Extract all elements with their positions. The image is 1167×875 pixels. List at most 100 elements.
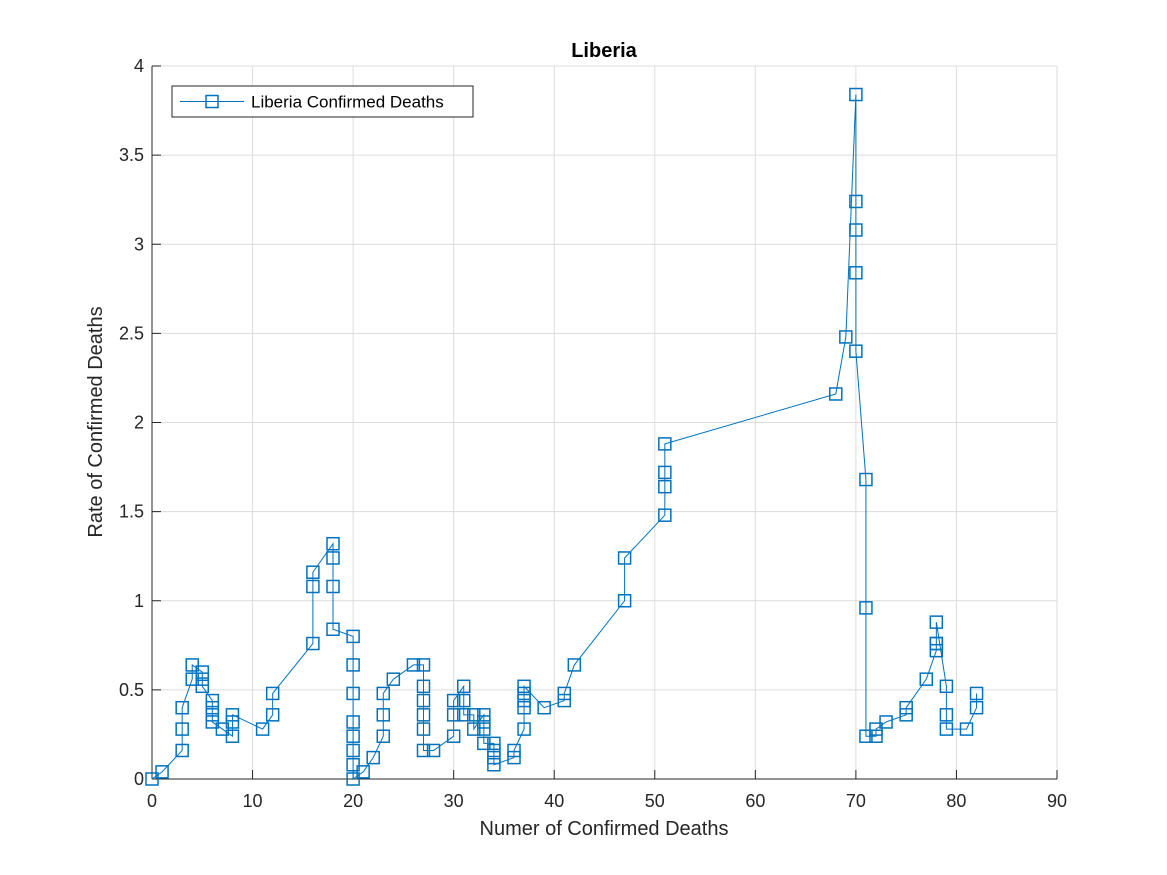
data-point-marker bbox=[517, 722, 531, 736]
data-point-marker bbox=[849, 344, 863, 358]
data-point-marker bbox=[467, 708, 481, 722]
data-point-marker bbox=[829, 387, 843, 401]
data-point-marker bbox=[215, 722, 230, 736]
data-point-marker bbox=[346, 772, 360, 786]
data-point-marker bbox=[195, 679, 210, 694]
data-point-marker bbox=[326, 622, 340, 637]
data-point-marker bbox=[376, 686, 391, 701]
data-point-marker bbox=[517, 679, 531, 694]
data-point-marker bbox=[225, 715, 240, 729]
series bbox=[145, 87, 984, 786]
data-point-marker bbox=[969, 700, 984, 715]
data-point-marker bbox=[145, 772, 159, 786]
data-point-marker bbox=[959, 722, 974, 736]
data-point-marker bbox=[346, 686, 360, 701]
data-point-marker bbox=[517, 686, 531, 701]
data-point-marker bbox=[658, 508, 672, 522]
grid bbox=[151, 65, 1058, 780]
data-point-marker bbox=[265, 708, 280, 722]
data-point-marker bbox=[386, 672, 401, 686]
data-point-marker bbox=[155, 765, 169, 779]
data-point-marker bbox=[477, 715, 491, 729]
y-axis-title: Rate of Confirmed Deaths bbox=[85, 306, 107, 537]
legend: Liberia Confirmed Deaths bbox=[171, 85, 474, 118]
data-point-marker bbox=[416, 679, 431, 694]
data-point-marker bbox=[346, 729, 360, 743]
data-point-marker bbox=[416, 658, 431, 672]
data-point-marker bbox=[849, 266, 863, 280]
data-point-marker bbox=[366, 750, 380, 765]
data-point-marker bbox=[195, 672, 210, 686]
data-point-marker bbox=[406, 658, 421, 672]
data-point-marker bbox=[326, 551, 340, 565]
data-point-marker bbox=[205, 715, 220, 729]
data-point-marker bbox=[939, 679, 954, 694]
data-point-marker bbox=[919, 672, 934, 686]
legend-marker-square bbox=[205, 94, 219, 109]
data-point-marker bbox=[346, 658, 360, 672]
data-point-marker bbox=[849, 194, 863, 209]
y-tick-label: 0 bbox=[134, 769, 144, 789]
data-point-marker bbox=[929, 615, 944, 629]
data-point-marker bbox=[416, 708, 431, 722]
data-point-marker bbox=[346, 743, 360, 758]
data-point-marker bbox=[487, 750, 501, 765]
data-point-marker bbox=[658, 437, 672, 451]
y-tick-label: 1 bbox=[134, 591, 144, 611]
data-point-marker bbox=[175, 700, 189, 715]
data-point-marker bbox=[306, 579, 320, 594]
data-point-marker bbox=[517, 693, 531, 708]
data-point-marker bbox=[617, 594, 632, 608]
data-point-marker bbox=[185, 672, 199, 686]
data-point-marker bbox=[879, 715, 893, 729]
data-point-marker bbox=[849, 87, 863, 102]
data-point-marker bbox=[456, 679, 471, 694]
data-point-marker bbox=[346, 757, 360, 772]
ticks: 0 10 20 30 40 50 60 70 80 90 0 0.5 1 1.5 2 2.5 3 3.5 4 bbox=[119, 56, 1067, 811]
x-tick-label: 90 bbox=[1047, 791, 1067, 811]
y-tick-label: 3.5 bbox=[119, 145, 144, 165]
x-tick-label: 40 bbox=[544, 791, 564, 811]
data-point-marker bbox=[477, 736, 491, 751]
x-tick-label: 80 bbox=[946, 791, 966, 811]
x-tick-label: 60 bbox=[745, 791, 765, 811]
data-point-marker bbox=[859, 729, 873, 743]
data-point-marker bbox=[225, 708, 240, 722]
data-point-marker bbox=[376, 708, 391, 722]
chart-title: Liberia bbox=[571, 40, 637, 62]
data-point-marker bbox=[557, 693, 572, 708]
data-point-marker bbox=[326, 579, 340, 594]
data-point-marker bbox=[456, 708, 471, 722]
data-point-marker bbox=[658, 479, 672, 494]
data-point-marker bbox=[839, 330, 853, 344]
data-point-marker bbox=[899, 708, 913, 722]
data-point-marker bbox=[306, 636, 320, 651]
data-point-marker bbox=[326, 536, 340, 551]
data-point-marker bbox=[869, 729, 883, 743]
data-point-marker bbox=[849, 223, 863, 237]
data-point-marker bbox=[537, 700, 551, 715]
data-point-marker bbox=[507, 743, 521, 758]
data-point-marker bbox=[446, 693, 461, 708]
x-tick-label: 70 bbox=[846, 791, 866, 811]
x-axis-title: Numer of Confirmed Deaths bbox=[480, 818, 729, 840]
data-point-marker bbox=[346, 715, 360, 729]
data-point-marker bbox=[416, 743, 431, 758]
data-point-marker bbox=[356, 765, 370, 779]
data-point-marker bbox=[617, 551, 632, 565]
y-tick-label: 1.5 bbox=[119, 502, 144, 522]
x-tick-label: 0 bbox=[147, 791, 157, 811]
data-point-marker bbox=[929, 636, 944, 651]
data-point-marker bbox=[859, 601, 873, 615]
y-tick-label: 3 bbox=[134, 234, 144, 254]
data-point-marker bbox=[517, 700, 531, 715]
data-point-marker bbox=[195, 665, 210, 679]
series-line bbox=[151, 94, 978, 780]
x-tick-label: 50 bbox=[645, 791, 665, 811]
data-point-marker bbox=[969, 686, 984, 701]
data-point-marker bbox=[446, 708, 461, 722]
data-point-marker bbox=[185, 658, 199, 672]
data-point-marker bbox=[929, 643, 944, 658]
data-point-marker bbox=[899, 700, 913, 715]
